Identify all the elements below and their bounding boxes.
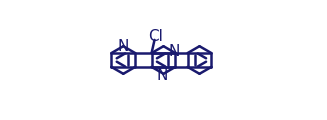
- Text: N: N: [157, 67, 168, 83]
- Text: N: N: [118, 39, 129, 54]
- Text: N: N: [168, 44, 180, 59]
- Text: Cl: Cl: [148, 29, 163, 44]
